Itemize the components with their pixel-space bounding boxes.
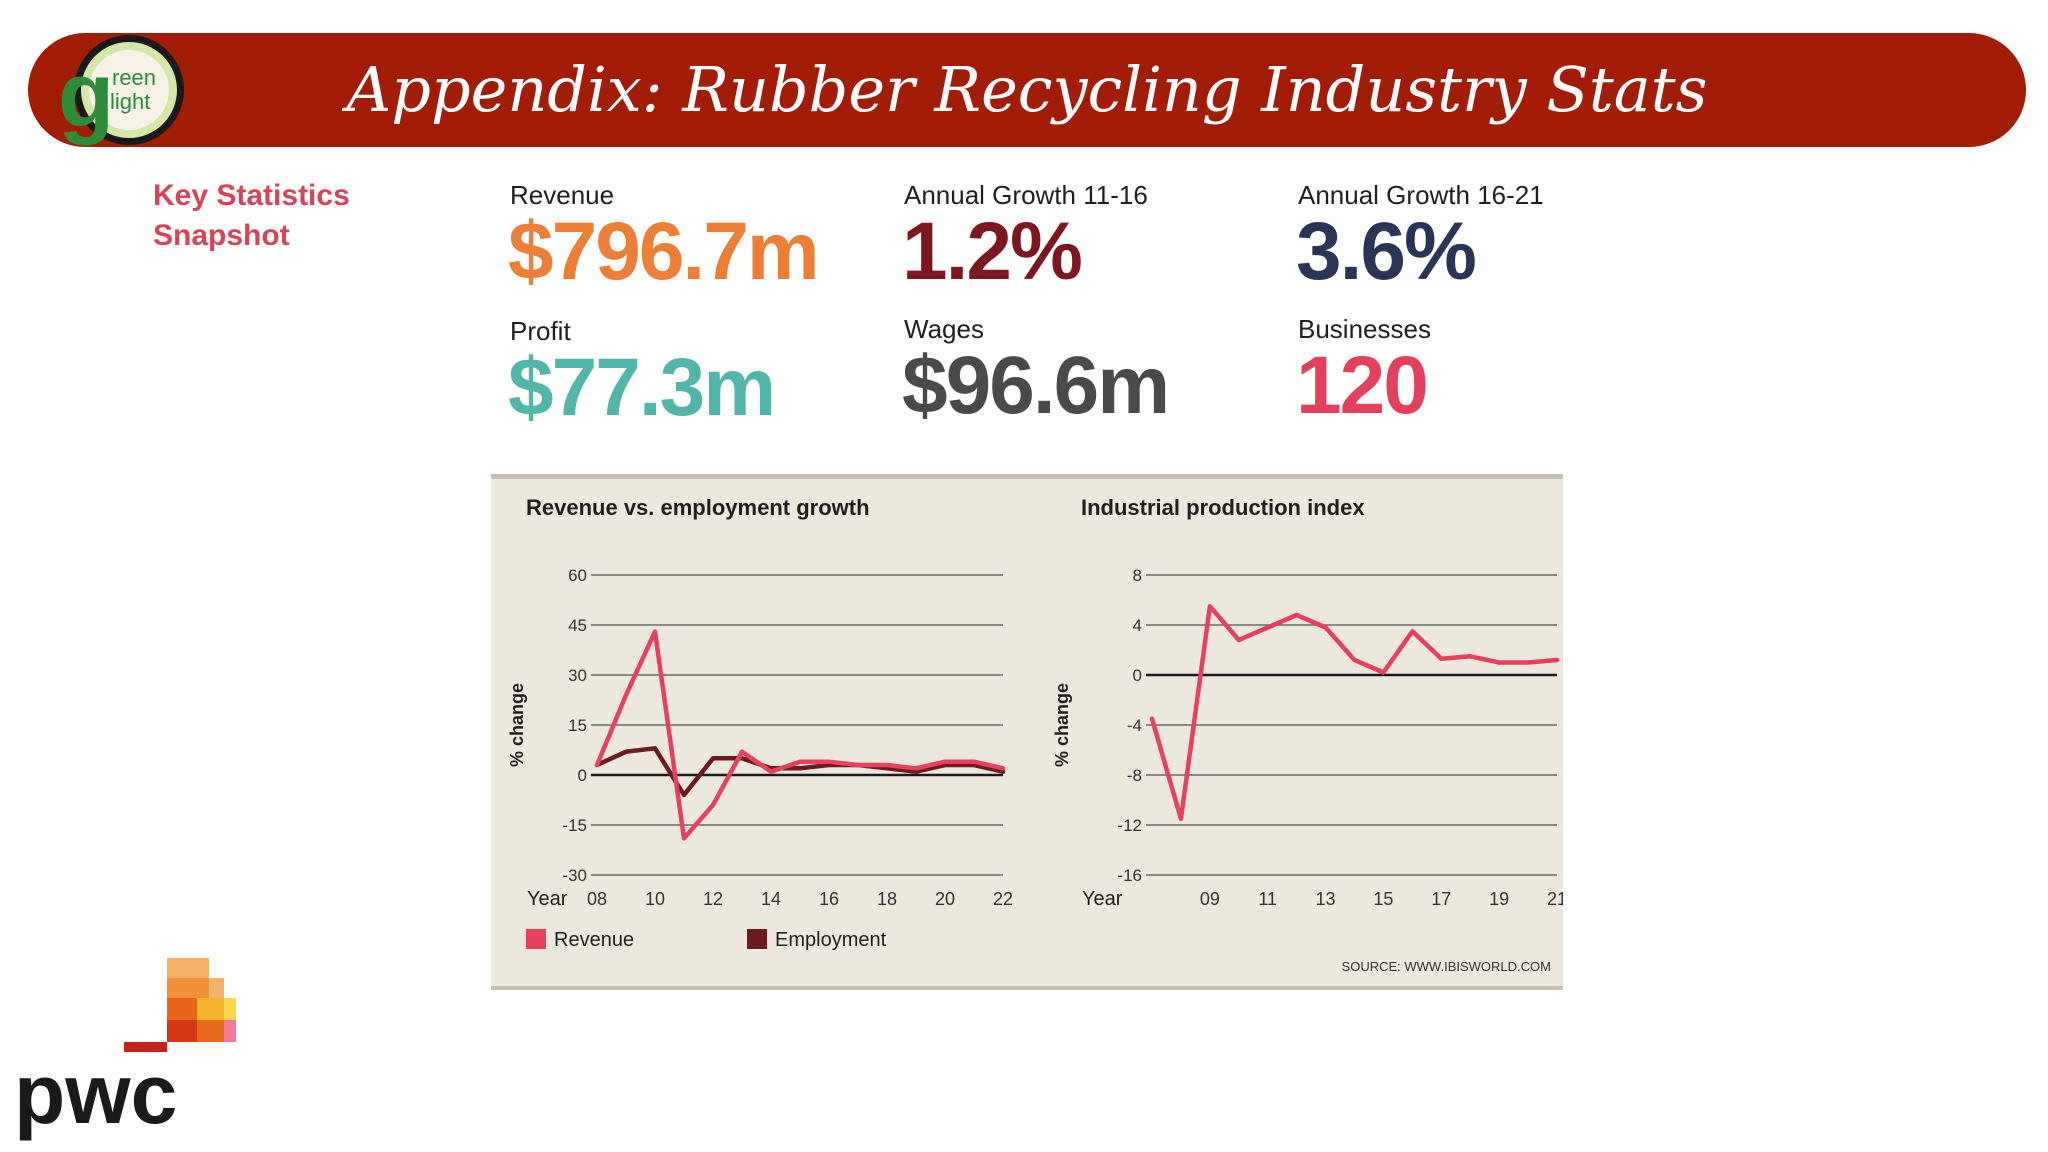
stat-revenue-label: Revenue [510, 180, 615, 210]
logo-text-bottom: light [110, 89, 150, 114]
chart1-xtick-label: 18 [877, 889, 897, 909]
chart2-xtick-label: 13 [1316, 889, 1336, 909]
key-statistics-line1: Key Statistics [153, 179, 350, 212]
key-statistics-line2: Snapshot [153, 219, 290, 252]
chart1-ytick-label: 15 [568, 716, 587, 735]
stat-businesses-value: 120 [1296, 340, 1429, 431]
stat-revenue-value: $796.7m [508, 206, 820, 297]
chart2-title: Industrial production index [1081, 495, 1365, 520]
stat-wages-value: $96.6m [902, 340, 1170, 431]
chart1-series-revenue-line [594, 629, 1006, 841]
legend-employment-swatch [747, 929, 767, 949]
page-title: Appendix: Rubber Recycling Industry Stat… [346, 53, 1708, 126]
chart1-xlabel: Year [527, 888, 568, 910]
chart1-ytick-label: 0 [578, 766, 587, 785]
chart1-xtick-label: 20 [935, 889, 955, 909]
chart1-xtick-label: 08 [587, 889, 607, 909]
chart2-xtick-label: 09 [1200, 889, 1220, 909]
chart1-xtick-label: 14 [761, 889, 781, 909]
stat-businesses-label: Businesses [1298, 314, 1431, 344]
chart2-xtick-label: 21 [1547, 889, 1563, 909]
chart1-ytick-label: -30 [562, 866, 587, 885]
logo-text-top: reen [112, 65, 156, 90]
stat-profit-label: Profit [510, 316, 571, 346]
pwc-logo: pwc [14, 958, 236, 1141]
pwc-wordmark: pwc [14, 1047, 177, 1141]
stat-profit-value: $77.3m [508, 342, 776, 433]
stat-growth-11-16-label: Annual Growth 11-16 [904, 180, 1148, 210]
chart2-xtick-label: 19 [1489, 889, 1509, 909]
chart2-ytick-label: -8 [1127, 766, 1142, 785]
stat-growth-11-16-value: 1.2% [902, 206, 1083, 297]
pwc-logo-blocks [124, 958, 236, 1052]
chart2-ytick-label: 8 [1133, 566, 1142, 585]
chart2-ytick-label: 0 [1133, 666, 1142, 685]
legend-revenue-label: Revenue [554, 929, 634, 951]
stat-wages-label: Wages [904, 314, 984, 344]
chart1-xtick-label: 16 [819, 889, 839, 909]
chart2-xlabel: Year [1082, 888, 1123, 910]
chart2-ytick-label: 4 [1133, 616, 1142, 635]
chart2-xtick-label: 17 [1431, 889, 1451, 909]
chart1-xtick-label: 22 [993, 889, 1013, 909]
chart2-series-index-line [1149, 604, 1560, 822]
key-statistics-label: Key Statistics Snapshot [153, 176, 350, 256]
chart1-ytick-label: -15 [562, 816, 587, 835]
chart1-ylabel: % change [507, 683, 527, 767]
chart1-xtick-label: 10 [645, 889, 665, 909]
chart2-ytick-label: -4 [1127, 716, 1142, 735]
legend-employment-label: Employment [775, 929, 887, 951]
chart2-ytick-label: -16 [1117, 866, 1142, 885]
logo-letter: g [58, 44, 114, 146]
chart2-ylabel: % change [1052, 683, 1072, 767]
chart2-xtick-label: 15 [1373, 889, 1393, 909]
charts-panel: Revenue vs. employment growth 60 45 30 15 0 -1… [491, 474, 1567, 990]
stat-growth-16-21-label: Annual Growth 16-21 [1298, 180, 1544, 210]
header-banner: Appendix: Rubber Recycling Industry Stat… [28, 33, 2026, 147]
chart1-ytick-label: 60 [568, 566, 587, 585]
chart1-xtick-label: 12 [703, 889, 723, 909]
chart1-ytick-label: 30 [568, 666, 587, 685]
chart1-ytick-label: 45 [568, 616, 587, 635]
chart2-xtick-label: 11 [1258, 889, 1277, 909]
charts-svg: Revenue vs. employment growth 60 45 30 15 0 -1… [507, 495, 1567, 974]
chart1-series-employment-line [594, 746, 1006, 798]
legend-revenue-swatch [526, 929, 546, 949]
source-note: SOURCE: WWW.IBISWORLD.COM [1342, 959, 1551, 974]
greenlight-logo: g reen light [58, 35, 184, 146]
chart1-title: Revenue vs. employment growth [526, 495, 870, 520]
chart2-ytick-label: -12 [1117, 816, 1142, 835]
stat-growth-16-21-value: 3.6% [1296, 206, 1477, 297]
